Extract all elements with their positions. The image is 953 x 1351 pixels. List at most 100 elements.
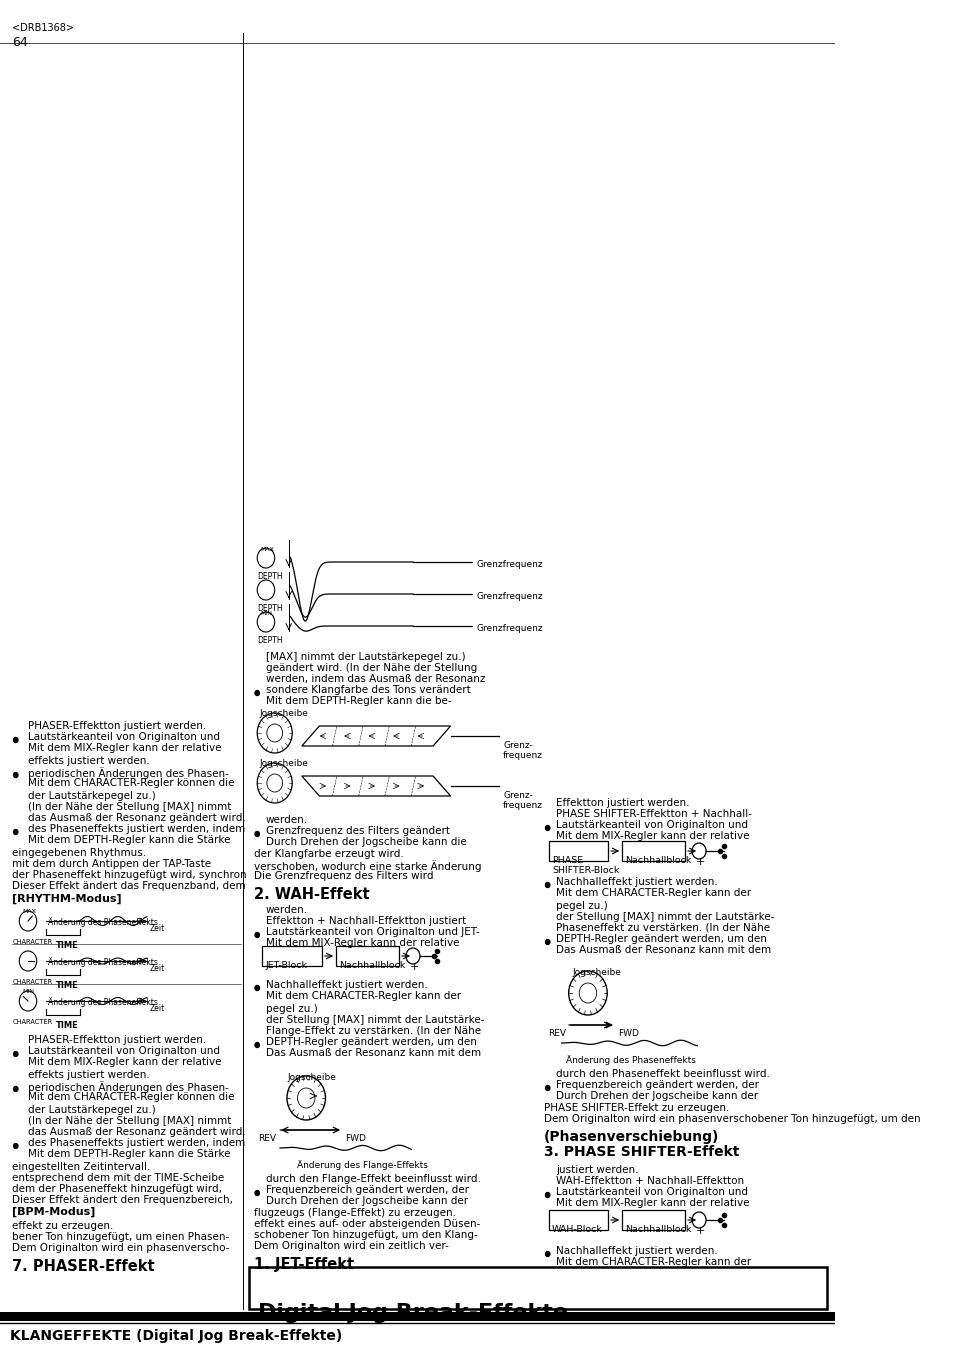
Text: das Ausmaß der Resonanz geändert wird.: das Ausmaß der Resonanz geändert wird. xyxy=(28,1127,246,1138)
Circle shape xyxy=(254,690,259,696)
Text: durch den Flange-Effekt beeinflusst wird.: durch den Flange-Effekt beeinflusst wird… xyxy=(266,1174,480,1183)
Text: PHASE
SHIFTER-Block: PHASE SHIFTER-Block xyxy=(552,857,618,875)
Text: Frequenzbereich geändert werden, der: Frequenzbereich geändert werden, der xyxy=(556,1079,759,1090)
Text: Durch Drehen der Jogscheibe kann die: Durch Drehen der Jogscheibe kann die xyxy=(266,838,466,847)
Text: 64: 64 xyxy=(12,36,28,49)
Text: Nachhallblock: Nachhallblock xyxy=(625,857,691,865)
Text: Mit dem MIX-Regler kann der relative: Mit dem MIX-Regler kann der relative xyxy=(556,831,749,842)
Text: REV: REV xyxy=(548,1029,566,1038)
Text: JET-Block: JET-Block xyxy=(266,961,308,970)
Circle shape xyxy=(13,738,18,743)
Bar xyxy=(548,1210,607,1229)
Text: periodischen Änderungen des Phasen-: periodischen Änderungen des Phasen- xyxy=(28,767,229,780)
Text: Flange-Effekt zu verstärken. (In der Nähe: Flange-Effekt zu verstärken. (In der Näh… xyxy=(266,1025,480,1036)
Text: schobener Ton hinzugefügt, um den Klang-: schobener Ton hinzugefügt, um den Klang- xyxy=(253,1229,477,1240)
Text: Mit dem MIX-Regler kann der relative: Mit dem MIX-Regler kann der relative xyxy=(28,743,221,753)
Text: Frequenzbereich geändert werden, der: Frequenzbereich geändert werden, der xyxy=(266,1185,469,1196)
Text: TIME: TIME xyxy=(56,1021,79,1029)
Text: Änderung des Phaseneffekts: Änderung des Phaseneffekts xyxy=(565,1055,696,1065)
Text: flugzeugs (Flange-Effekt) zu erzeugen.: flugzeugs (Flange-Effekt) zu erzeugen. xyxy=(253,1208,456,1219)
Text: (In der Nähe der Stellung [MAX] nimmt: (In der Nähe der Stellung [MAX] nimmt xyxy=(28,802,232,812)
Text: Nachhallblock: Nachhallblock xyxy=(339,961,405,970)
Text: Jogscheibe: Jogscheibe xyxy=(572,969,620,977)
Text: Lautstärkeanteil von Originalton und: Lautstärkeanteil von Originalton und xyxy=(556,1188,748,1197)
Text: effekt eines auf- oder absteigenden Düsen-: effekt eines auf- oder absteigenden Düse… xyxy=(253,1219,479,1229)
Text: Lautstärkeanteil von Originalton und: Lautstärkeanteil von Originalton und xyxy=(28,732,220,742)
Circle shape xyxy=(287,1075,325,1120)
Bar xyxy=(335,946,398,966)
Text: des Phaseneffekts justiert werden, indem: des Phaseneffekts justiert werden, indem xyxy=(28,824,245,834)
Text: CHARACTER: CHARACTER xyxy=(13,1019,53,1025)
Circle shape xyxy=(545,825,549,831)
Text: der Lautstärkepegel zu.): der Lautstärkepegel zu.) xyxy=(28,790,155,801)
Text: PHASE SHIFTER-Effekt zu erzeugen.: PHASE SHIFTER-Effekt zu erzeugen. xyxy=(543,1102,729,1113)
Text: Nachhalleffekt justiert werden.: Nachhalleffekt justiert werden. xyxy=(556,1246,718,1256)
Text: CHARACTER: CHARACTER xyxy=(13,979,53,985)
Text: FWD: FWD xyxy=(345,1133,366,1143)
Circle shape xyxy=(691,1212,705,1228)
Text: DEPTH: DEPTH xyxy=(257,604,282,613)
Text: Dieser Effekt ändert den Frequenzbereich,: Dieser Effekt ändert den Frequenzbereich… xyxy=(12,1196,233,1205)
Text: Phaseneffekt zu verstärken. (In der Nähe: Phaseneffekt zu verstärken. (In der Nähe xyxy=(556,923,770,934)
Text: [BPM-Modus]: [BPM-Modus] xyxy=(12,1206,95,1217)
Circle shape xyxy=(13,1143,18,1148)
Text: Nachhallblock: Nachhallblock xyxy=(625,1225,691,1233)
Text: Grenzfrequenz: Grenzfrequenz xyxy=(476,561,543,569)
Text: PHASER-Effektton justiert werden.: PHASER-Effektton justiert werden. xyxy=(28,1035,206,1046)
Circle shape xyxy=(406,948,419,965)
Text: Mit dem DEPTH-Regler kann die be-: Mit dem DEPTH-Regler kann die be- xyxy=(266,696,451,707)
Circle shape xyxy=(257,763,292,802)
Circle shape xyxy=(254,985,259,990)
Circle shape xyxy=(19,992,37,1011)
Text: werden.: werden. xyxy=(266,905,308,915)
Text: Dem Originalton wird ein phasenverscho-: Dem Originalton wird ein phasenverscho- xyxy=(12,1243,230,1252)
Text: entsprechend dem mit der TIME-Scheibe: entsprechend dem mit der TIME-Scheibe xyxy=(12,1173,224,1183)
Text: eingestellten Zeitintervall.: eingestellten Zeitintervall. xyxy=(12,1162,151,1173)
Text: 2. WAH-Effekt: 2. WAH-Effekt xyxy=(253,888,369,902)
Text: Mit dem CHARACTER-Regler können die: Mit dem CHARACTER-Regler können die xyxy=(28,778,234,788)
Circle shape xyxy=(13,773,18,777)
Text: [MAX] nimmt der Lautstärkepegel zu.): [MAX] nimmt der Lautstärkepegel zu.) xyxy=(266,653,465,662)
Circle shape xyxy=(254,831,259,836)
Text: REV: REV xyxy=(258,1133,275,1143)
Text: geändert wird. (In der Nähe der Stellung: geändert wird. (In der Nähe der Stellung xyxy=(266,663,476,673)
Text: Lautstärkeanteil von Originalton und: Lautstärkeanteil von Originalton und xyxy=(556,820,748,830)
Text: das Ausmaß der Resonanz geändert wird.: das Ausmaß der Resonanz geändert wird. xyxy=(28,813,246,823)
Text: FWD: FWD xyxy=(618,1029,639,1038)
Text: dem der Phaseneffekt hinzugefügt wird,: dem der Phaseneffekt hinzugefügt wird, xyxy=(12,1183,222,1194)
Text: Zeit: Zeit xyxy=(150,1004,165,1013)
Text: +: + xyxy=(695,1225,704,1236)
Text: MAX: MAX xyxy=(23,909,36,915)
Text: Mit dem DEPTH-Regler kann die Stärke: Mit dem DEPTH-Regler kann die Stärke xyxy=(28,835,231,844)
Text: Jogscheibe: Jogscheibe xyxy=(287,1073,335,1082)
Bar xyxy=(262,946,321,966)
Text: Nachhalleffekt justiert werden.: Nachhalleffekt justiert werden. xyxy=(266,979,427,990)
Text: CHARACTER: CHARACTER xyxy=(13,939,53,944)
Circle shape xyxy=(545,1251,549,1256)
Text: mit dem durch Antippen der TAP-Taste: mit dem durch Antippen der TAP-Taste xyxy=(12,859,212,869)
Text: DEPTH-Regler geändert werden, um den: DEPTH-Regler geändert werden, um den xyxy=(556,934,766,944)
Text: KLANGEFFEKTE (Digital Jog Break-Effekte): KLANGEFFEKTE (Digital Jog Break-Effekte) xyxy=(10,1329,342,1343)
Text: (In der Nähe der Stellung [MAX] nimmt: (In der Nähe der Stellung [MAX] nimmt xyxy=(28,1116,232,1125)
Text: werden, indem das Ausmaß der Resonanz: werden, indem das Ausmaß der Resonanz xyxy=(266,674,485,684)
Text: Digital Jog Break-Effekte: Digital Jog Break-Effekte xyxy=(258,1302,567,1323)
Text: der Phaseneffekt hinzugefügt wird, synchron: der Phaseneffekt hinzugefügt wird, synch… xyxy=(12,870,247,880)
Text: TIME: TIME xyxy=(56,942,79,950)
Text: TIME: TIME xyxy=(56,981,79,990)
Text: MIN: MIN xyxy=(260,611,273,616)
Circle shape xyxy=(545,1193,549,1197)
Text: Dem Originalton wird ein phasenverschobener Ton hinzugefügt, um den: Dem Originalton wird ein phasenverschobe… xyxy=(543,1115,920,1124)
Text: +: + xyxy=(409,962,418,971)
Text: +: + xyxy=(695,857,704,867)
Text: Mit dem CHARACTER-Regler kann der: Mit dem CHARACTER-Regler kann der xyxy=(266,992,460,1001)
Text: pegel zu.): pegel zu.) xyxy=(266,1004,317,1015)
Circle shape xyxy=(545,882,549,888)
Text: Mit dem CHARACTER-Regler können die: Mit dem CHARACTER-Regler können die xyxy=(28,1092,234,1102)
Text: Durch Drehen der Jogscheibe kann der: Durch Drehen der Jogscheibe kann der xyxy=(266,1196,468,1206)
Text: Lautstärkeanteil von Originalton und: Lautstärkeanteil von Originalton und xyxy=(28,1046,220,1056)
Text: pegel zu.): pegel zu.) xyxy=(556,901,608,911)
Circle shape xyxy=(254,1190,259,1196)
Circle shape xyxy=(257,549,274,567)
Text: Mit dem MIX-Regler kann der relative: Mit dem MIX-Regler kann der relative xyxy=(556,1198,749,1208)
Circle shape xyxy=(19,951,37,971)
